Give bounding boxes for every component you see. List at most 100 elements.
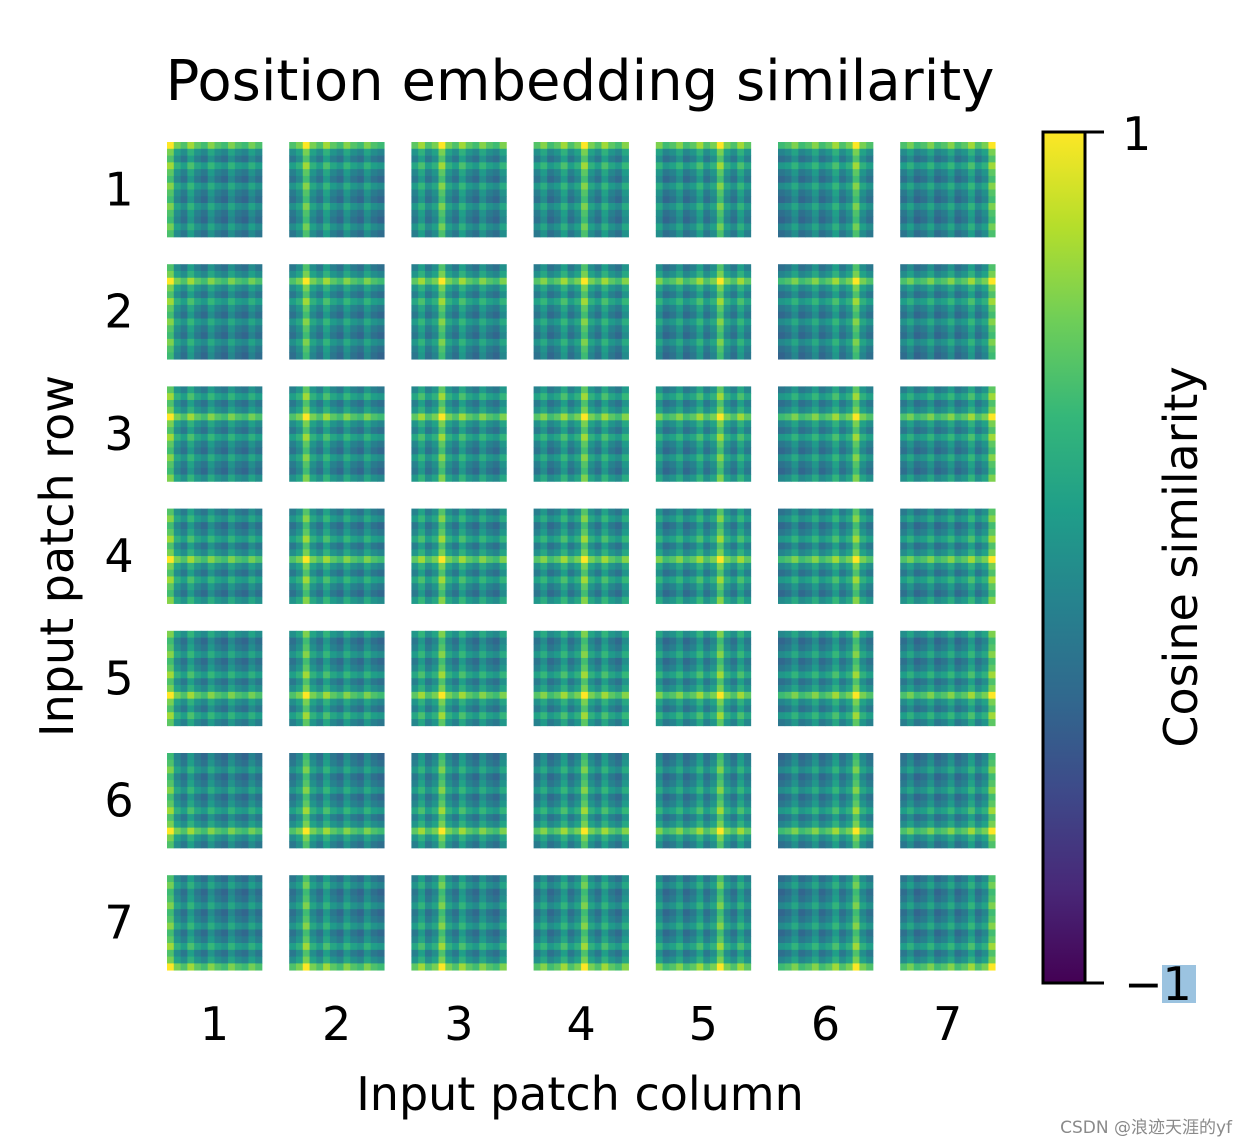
heatmap-cell bbox=[567, 223, 575, 231]
heatmap-cell bbox=[363, 569, 371, 577]
heatmap-cell bbox=[492, 189, 500, 197]
heatmap-cell bbox=[920, 230, 928, 238]
heatmap-cell bbox=[682, 230, 691, 238]
heatmap-cell bbox=[710, 474, 718, 482]
heatmap-cell bbox=[832, 291, 840, 299]
heatmap-cell bbox=[744, 182, 752, 190]
heatmap-cell bbox=[784, 433, 792, 442]
heatmap-cell bbox=[839, 264, 847, 272]
heatmap-cell bbox=[329, 535, 338, 543]
heatmap-cell bbox=[669, 311, 677, 319]
heatmap-cell bbox=[859, 189, 867, 197]
heatmap-cell bbox=[411, 590, 419, 598]
heatmap-cell bbox=[295, 542, 304, 550]
heatmap-cell bbox=[323, 203, 331, 211]
heatmap-cell bbox=[458, 142, 467, 150]
heatmap-cell bbox=[458, 596, 467, 604]
heatmap-cell bbox=[295, 440, 304, 448]
heatmap-cell bbox=[839, 325, 847, 333]
heatmap-cell bbox=[248, 162, 256, 170]
heatmap-cell bbox=[255, 298, 263, 306]
heatmap-cell bbox=[187, 230, 195, 238]
heatmap-cell bbox=[839, 284, 847, 292]
heatmap-cell bbox=[329, 230, 338, 238]
heatmap-cell bbox=[479, 562, 487, 571]
heatmap-cell bbox=[594, 270, 602, 279]
heatmap-cell bbox=[187, 590, 195, 598]
heatmap-cell bbox=[363, 590, 371, 598]
heatmap-cell bbox=[981, 298, 989, 306]
heatmap-cell bbox=[621, 148, 629, 156]
heatmap-cell bbox=[744, 189, 752, 197]
heatmap-cell bbox=[547, 386, 555, 394]
heatmap-cell bbox=[682, 440, 691, 448]
heatmap-cell bbox=[621, 596, 629, 604]
heatmap-cell bbox=[587, 440, 596, 448]
heatmap-cell bbox=[737, 454, 745, 462]
heatmap-cell bbox=[316, 142, 324, 150]
heatmap-cell bbox=[934, 461, 942, 469]
heatmap-cell bbox=[581, 338, 589, 346]
heatmap-cell bbox=[289, 318, 297, 326]
heatmap-cell bbox=[248, 148, 256, 156]
heatmap-cell bbox=[438, 433, 446, 442]
heatmap-cell bbox=[560, 413, 568, 421]
heatmap-cell bbox=[696, 352, 704, 360]
heatmap-cell bbox=[167, 433, 175, 442]
heatmap-cell bbox=[200, 264, 209, 272]
heatmap-cell bbox=[194, 583, 202, 591]
heatmap-cell bbox=[248, 352, 256, 360]
heatmap-cell bbox=[608, 277, 616, 285]
heatmap-cell bbox=[818, 175, 826, 184]
heatmap-cell bbox=[234, 318, 242, 326]
heatmap-cell bbox=[594, 216, 602, 224]
heatmap-cell bbox=[594, 440, 602, 448]
heatmap-cell bbox=[682, 264, 691, 272]
heatmap-cell bbox=[662, 522, 670, 530]
heatmap-cell bbox=[682, 270, 691, 279]
heatmap-cell bbox=[730, 440, 738, 448]
heatmap-cell bbox=[906, 318, 915, 326]
heatmap-cell bbox=[594, 196, 602, 204]
heatmap-cell bbox=[913, 399, 921, 408]
heatmap-cell bbox=[302, 440, 310, 448]
heatmap-cell bbox=[323, 142, 331, 150]
heatmap-cell bbox=[662, 393, 670, 401]
heatmap-cell bbox=[615, 277, 623, 285]
heatmap-cell bbox=[547, 142, 555, 150]
heatmap-cell bbox=[567, 352, 575, 360]
heatmap-cell bbox=[961, 447, 969, 455]
heatmap-cell bbox=[323, 318, 331, 326]
heatmap-cell bbox=[818, 155, 826, 163]
heatmap-cell bbox=[676, 454, 684, 462]
heatmap-cell bbox=[615, 447, 623, 455]
heatmap-cell bbox=[363, 169, 371, 177]
heatmap-cell bbox=[805, 386, 813, 394]
heatmap-cell bbox=[207, 569, 215, 577]
heatmap-cell bbox=[499, 576, 507, 584]
heatmap-cell bbox=[207, 406, 215, 414]
heatmap-cell bbox=[689, 406, 697, 414]
heatmap-cell bbox=[302, 223, 310, 231]
heatmap-cell bbox=[703, 332, 711, 340]
heatmap-cell bbox=[248, 175, 256, 184]
heatmap-cell bbox=[553, 175, 562, 184]
heatmap-cell bbox=[567, 209, 575, 217]
heatmap-cell bbox=[207, 474, 215, 482]
heatmap-cell bbox=[784, 148, 792, 156]
heatmap-cell bbox=[486, 175, 494, 184]
heatmap-panel-r3-c4 bbox=[533, 386, 629, 482]
heatmap-cell bbox=[710, 230, 718, 238]
heatmap-cell bbox=[363, 542, 371, 550]
heatmap-cell bbox=[411, 542, 419, 550]
heatmap-cell bbox=[900, 230, 908, 238]
heatmap-cell bbox=[920, 454, 928, 462]
heatmap-cell bbox=[900, 467, 908, 475]
heatmap-cell bbox=[200, 576, 209, 584]
heatmap-cell bbox=[730, 277, 738, 285]
heatmap-cell bbox=[594, 576, 602, 584]
heatmap-cell bbox=[974, 399, 982, 408]
heatmap-cell bbox=[547, 196, 555, 204]
heatmap-cell bbox=[594, 318, 602, 326]
